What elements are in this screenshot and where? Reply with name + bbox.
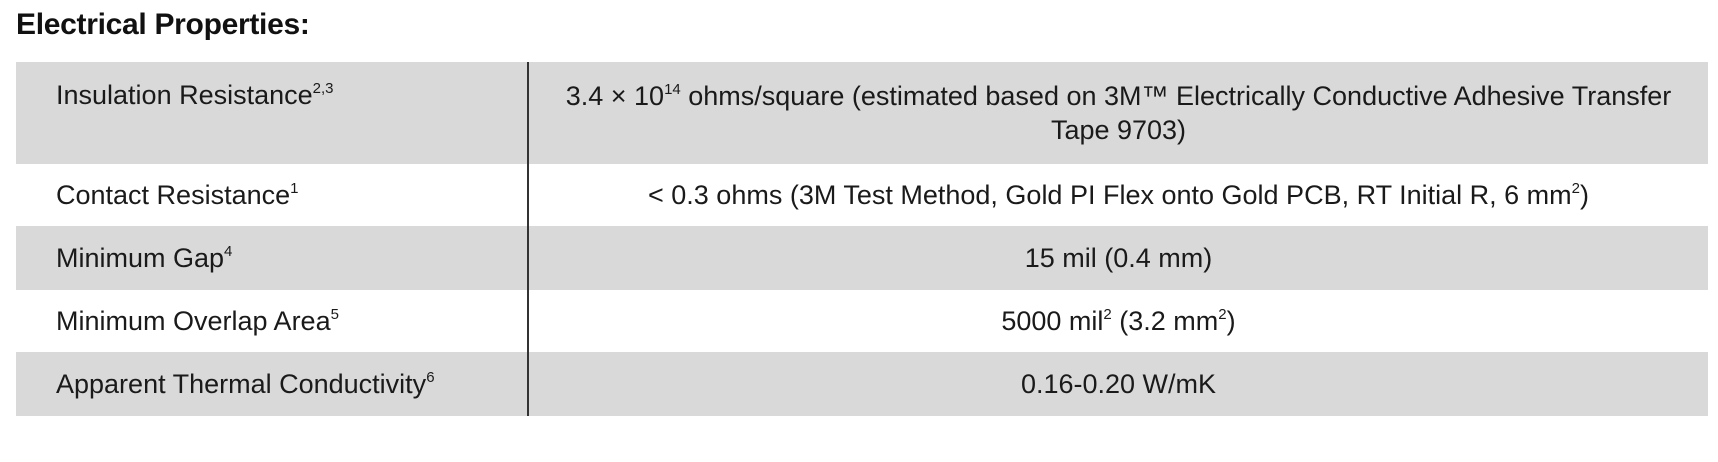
property-value-cell: 3.4 × 1014 ohms/square (estimated based … xyxy=(528,62,1708,164)
property-value: < 0.3 ohms (3M Test Method, Gold PI Flex… xyxy=(648,180,1572,210)
property-label-cell: Minimum Gap4 xyxy=(16,226,529,290)
property-value-cell: < 0.3 ohms (3M Test Method, Gold PI Flex… xyxy=(528,164,1708,226)
property-label: Minimum Overlap Area xyxy=(56,306,331,336)
property-label: Insulation Resistance xyxy=(56,80,313,110)
footnote-ref: 6 xyxy=(426,369,435,386)
table-row: Contact Resistance1 < 0.3 ohms (3M Test … xyxy=(16,164,1708,226)
electrical-properties-table: Insulation Resistance2,3 3.4 × 1014 ohms… xyxy=(16,62,1708,416)
footnote-ref: 1 xyxy=(290,180,299,197)
section-title: Electrical Properties: xyxy=(16,8,310,41)
table-row: Minimum Gap4 15 mil (0.4 mm) xyxy=(16,226,1708,290)
property-label-cell: Minimum Overlap Area5 xyxy=(16,290,529,352)
property-value-cell: 0.16-0.20 W/mK xyxy=(528,352,1708,416)
property-value-cell: 5000 mil2 (3.2 mm2) xyxy=(528,290,1708,352)
unit-superscript: 2 xyxy=(1218,306,1227,323)
unit-superscript: 2 xyxy=(1103,306,1112,323)
exponent: 14 xyxy=(664,81,681,98)
property-label: Minimum Gap xyxy=(56,243,225,273)
property-value: 5000 mil xyxy=(1001,306,1104,336)
property-label: Contact Resistance xyxy=(56,180,291,210)
property-value-close: ) xyxy=(1226,306,1236,336)
property-label-cell: Contact Resistance1 xyxy=(16,164,529,226)
table-row: Minimum Overlap Area5 5000 mil2 (3.2 mm2… xyxy=(16,290,1708,352)
property-value-continued: ohms/square (estimated based on 3M™ Elec… xyxy=(680,81,1672,145)
property-value: 15 mil (0.4 mm) xyxy=(1024,243,1213,273)
footnote-ref: 4 xyxy=(224,243,233,260)
property-value: 0.16-0.20 W/mK xyxy=(1020,369,1217,399)
table-row: Apparent Thermal Conductivity6 0.16-0.20… xyxy=(16,352,1708,416)
property-value-cell: 15 mil (0.4 mm) xyxy=(528,226,1708,290)
property-value: 3.4 × 10 xyxy=(565,81,665,111)
property-value-metric: (3.2 mm xyxy=(1111,306,1219,336)
footnote-ref: 2,3 xyxy=(312,80,334,97)
property-label-cell: Apparent Thermal Conductivity6 xyxy=(16,352,529,416)
footnote-ref: 5 xyxy=(330,306,339,323)
property-label: Apparent Thermal Conductivity xyxy=(56,369,427,399)
property-label-cell: Insulation Resistance2,3 xyxy=(16,62,529,164)
property-value-continued: ) xyxy=(1579,180,1589,210)
unit-superscript: 2 xyxy=(1571,180,1580,197)
table-row: Insulation Resistance2,3 3.4 × 1014 ohms… xyxy=(16,62,1708,164)
